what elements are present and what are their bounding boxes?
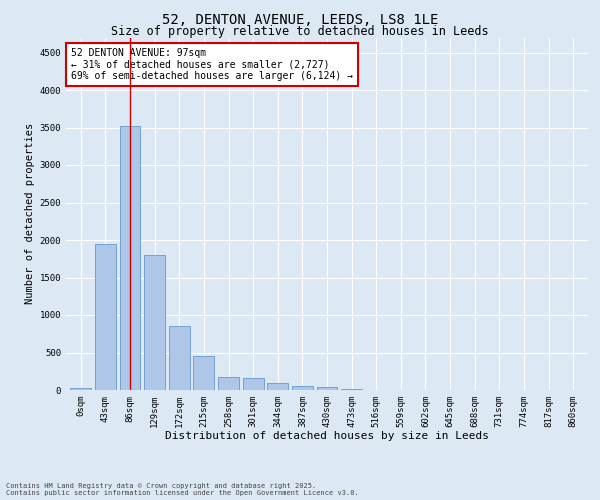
Bar xyxy=(292,386,313,390)
X-axis label: Distribution of detached houses by size in Leeds: Distribution of detached houses by size … xyxy=(165,432,489,442)
Bar xyxy=(144,255,165,390)
Bar xyxy=(119,126,140,390)
Bar xyxy=(218,377,239,390)
Bar xyxy=(341,389,362,390)
Bar xyxy=(70,388,91,390)
Bar xyxy=(242,378,263,390)
Bar xyxy=(95,244,116,390)
Text: Contains public sector information licensed under the Open Government Licence v3: Contains public sector information licen… xyxy=(6,490,359,496)
Text: Size of property relative to detached houses in Leeds: Size of property relative to detached ho… xyxy=(111,25,489,38)
Bar xyxy=(193,356,214,390)
Y-axis label: Number of detached properties: Number of detached properties xyxy=(25,123,35,304)
Text: Contains HM Land Registry data © Crown copyright and database right 2025.: Contains HM Land Registry data © Crown c… xyxy=(6,483,316,489)
Text: 52 DENTON AVENUE: 97sqm
← 31% of detached houses are smaller (2,727)
69% of semi: 52 DENTON AVENUE: 97sqm ← 31% of detache… xyxy=(71,48,353,82)
Text: 52, DENTON AVENUE, LEEDS, LS8 1LE: 52, DENTON AVENUE, LEEDS, LS8 1LE xyxy=(162,12,438,26)
Bar xyxy=(317,387,337,390)
Bar xyxy=(169,326,190,390)
Bar xyxy=(267,383,288,390)
